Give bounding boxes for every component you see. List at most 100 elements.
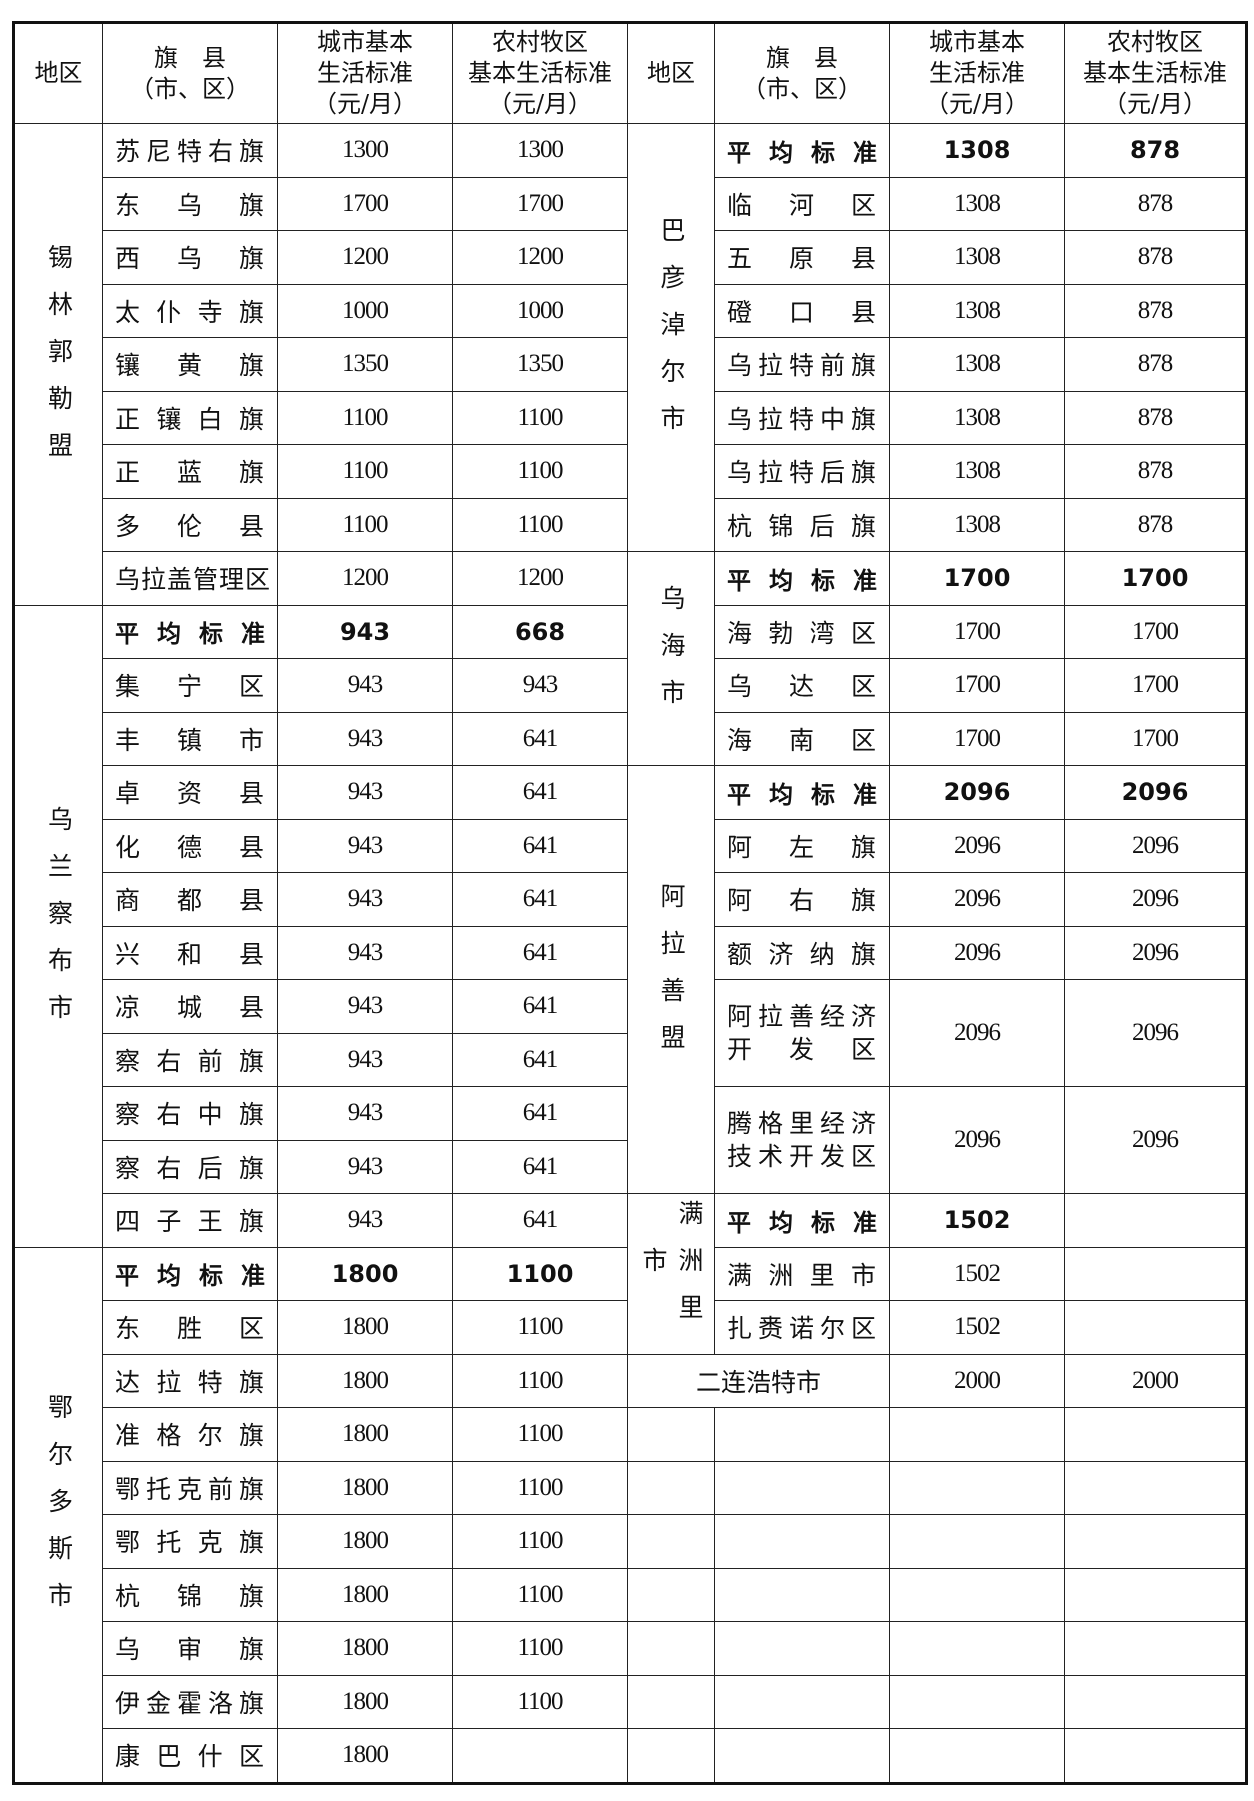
rural-standard: 878 bbox=[1064, 337, 1247, 392]
rural-standard: 668 bbox=[452, 604, 628, 659]
rural-standard: 878 bbox=[1064, 390, 1247, 445]
empty-cell bbox=[889, 1460, 1065, 1515]
empty-cell bbox=[889, 1621, 1065, 1676]
empty-cell bbox=[889, 1514, 1065, 1569]
rural-standard: 1000 bbox=[452, 283, 628, 338]
county-name: 平均标准 bbox=[714, 551, 890, 606]
table-row: 镶黄旗 1350 1350 乌拉特前旗 1308 878 bbox=[14, 337, 1247, 392]
county-name: 额济纳旗 bbox=[714, 925, 890, 980]
empty-cell bbox=[1064, 1728, 1247, 1784]
header-text: 旗 县 bbox=[766, 43, 838, 72]
county-name-line: 阿拉善经济 bbox=[727, 1002, 877, 1031]
rural-standard: 641 bbox=[452, 925, 628, 980]
rural-standard bbox=[1064, 1300, 1247, 1355]
region-cell: 乌兰察布市 bbox=[13, 604, 103, 1248]
county-name: 海南区 bbox=[714, 711, 890, 766]
county-name: 苏尼特右旗 bbox=[102, 123, 278, 178]
region-label: 乌兰察布市 bbox=[44, 805, 74, 1041]
urban-standard: 1308 bbox=[889, 230, 1065, 285]
county-name: 多伦县 bbox=[102, 497, 278, 552]
header-text: 农村牧区 bbox=[492, 28, 588, 56]
urban-standard: 1700 bbox=[277, 176, 453, 231]
rural-standard bbox=[1064, 1246, 1247, 1301]
table-row: 东胜区 1800 1100 扎赉诺尔区 1502 bbox=[14, 1300, 1247, 1355]
county-name: 平均标准 bbox=[714, 123, 890, 178]
rural-standard: 2096 bbox=[1064, 1086, 1247, 1194]
rural-standard: 641 bbox=[452, 765, 628, 820]
table-row: 凉城县 943 641 阿拉善经济 开发区 2096 2096 bbox=[14, 979, 1247, 1087]
region-cell: 满洲里市 bbox=[627, 1193, 715, 1355]
empty-cell bbox=[714, 1460, 890, 1515]
empty-cell bbox=[627, 1567, 715, 1622]
urban-standard: 1308 bbox=[889, 337, 1065, 392]
county-name: 乌拉特前旗 bbox=[714, 337, 890, 392]
county-name: 太仆寺旗 bbox=[102, 283, 278, 338]
empty-cell bbox=[1064, 1460, 1247, 1515]
urban-standard: 1308 bbox=[889, 176, 1065, 231]
urban-standard: 1300 bbox=[277, 123, 453, 178]
county-name: 临河区 bbox=[714, 176, 890, 231]
county-name-line: 腾格里经济 bbox=[727, 1109, 877, 1138]
county-name: 凉城县 bbox=[102, 979, 278, 1034]
table-row: 察右前旗 943 641 bbox=[14, 1032, 1247, 1087]
table-row: 化德县 943 641 阿左旗 2096 2096 bbox=[14, 818, 1247, 873]
header-text: 基本生活标准 bbox=[468, 59, 612, 87]
rural-standard: 1100 bbox=[452, 1621, 628, 1676]
living-standard-table: 地区 旗 县（市、区） 城市基本 生活标准 （元/月） 农村牧区 基本生活标准 （元/月… bbox=[12, 21, 1248, 1785]
urban-standard: 1800 bbox=[277, 1246, 453, 1301]
empty-cell bbox=[1064, 1407, 1247, 1462]
urban-standard: 1100 bbox=[277, 444, 453, 499]
rural-standard: 641 bbox=[452, 1086, 628, 1141]
urban-standard: 2000 bbox=[889, 1353, 1065, 1408]
urban-standard: 1800 bbox=[277, 1353, 453, 1408]
city-name: 二连浩特市 bbox=[627, 1353, 890, 1408]
header-urban-right: 城市基本 生活标准 （元/月） bbox=[889, 22, 1065, 124]
table-row: 正镶白旗 1100 1100 乌拉特中旗 1308 878 bbox=[14, 390, 1247, 445]
region-cell: 巴彦淖尔市 bbox=[627, 123, 715, 552]
county-name: 准格尔旗 bbox=[102, 1407, 278, 1462]
urban-standard: 2096 bbox=[889, 925, 1065, 980]
table-row: 康巴什区 1800 bbox=[14, 1728, 1247, 1784]
urban-standard: 1800 bbox=[277, 1728, 453, 1784]
header-text: 基本生活标准 bbox=[1083, 59, 1227, 87]
rural-standard: 878 bbox=[1064, 444, 1247, 499]
county-name: 镶黄旗 bbox=[102, 337, 278, 392]
urban-standard: 1308 bbox=[889, 444, 1065, 499]
empty-cell bbox=[889, 1728, 1065, 1784]
county-name: 乌拉盖管理区 bbox=[102, 551, 278, 606]
urban-standard: 1700 bbox=[889, 604, 1065, 659]
county-name: 察右前旗 bbox=[102, 1032, 278, 1087]
header-text: （元/月） bbox=[312, 90, 418, 118]
table-row: 乌审旗 1800 1100 bbox=[14, 1621, 1247, 1676]
header-text: （元/月） bbox=[487, 90, 593, 118]
empty-cell bbox=[714, 1407, 890, 1462]
header-text: 生活标准 bbox=[929, 59, 1025, 87]
empty-cell bbox=[627, 1728, 715, 1784]
county-name: 西乌旗 bbox=[102, 230, 278, 285]
county-name: 阿左旗 bbox=[714, 818, 890, 873]
rural-standard: 2096 bbox=[1064, 765, 1247, 820]
header-text: （元/月） bbox=[1102, 90, 1208, 118]
county-name-line: 技术开发区 bbox=[727, 1142, 877, 1171]
rural-standard: 1700 bbox=[1064, 604, 1247, 659]
county-name: 兴和县 bbox=[102, 925, 278, 980]
urban-standard: 1100 bbox=[277, 497, 453, 552]
county-name: 海勃湾区 bbox=[714, 604, 890, 659]
table-row: 正蓝旗 1100 1100 乌拉特后旗 1308 878 bbox=[14, 444, 1247, 499]
empty-cell bbox=[889, 1674, 1065, 1729]
urban-standard: 1502 bbox=[889, 1300, 1065, 1355]
urban-standard: 943 bbox=[277, 872, 453, 927]
empty-cell bbox=[627, 1407, 715, 1462]
urban-standard: 943 bbox=[277, 1086, 453, 1141]
urban-standard: 2096 bbox=[889, 1086, 1065, 1194]
header-text: （元/月） bbox=[924, 90, 1030, 118]
region-label: 乌海市 bbox=[657, 585, 686, 726]
rural-standard: 878 bbox=[1064, 497, 1247, 552]
rural-standard: 1100 bbox=[452, 444, 628, 499]
rural-standard: 1350 bbox=[452, 337, 628, 392]
urban-standard: 1308 bbox=[889, 283, 1065, 338]
urban-standard: 943 bbox=[277, 818, 453, 873]
rural-standard: 1100 bbox=[452, 497, 628, 552]
rural-standard: 641 bbox=[452, 1139, 628, 1194]
table-row: 达拉特旗 1800 1100 二连浩特市 2000 2000 bbox=[14, 1353, 1247, 1408]
